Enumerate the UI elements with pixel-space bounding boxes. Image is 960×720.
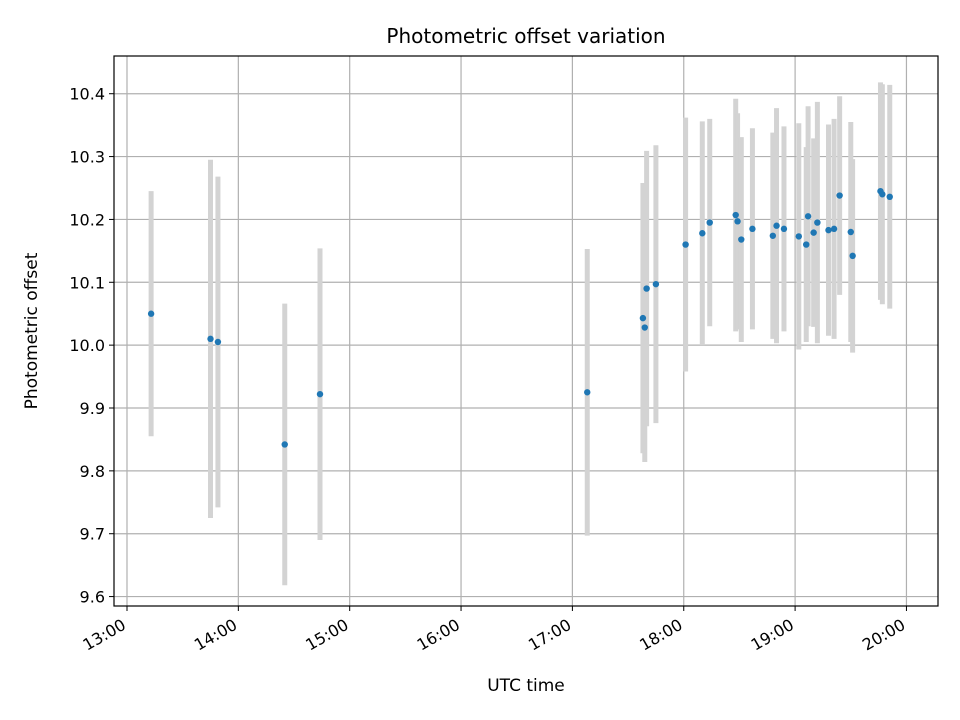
y-tick-label: 9.8 (80, 462, 105, 481)
data-point (886, 193, 893, 200)
data-point (749, 225, 756, 233)
x-tick-label: 17:00 (525, 615, 574, 655)
data-point (732, 211, 739, 219)
data-point (639, 314, 647, 322)
y-tick-label: 10.3 (69, 148, 105, 167)
x-tick-label: 19:00 (748, 615, 797, 655)
data-point (810, 229, 817, 236)
y-axis-label: Photometric offset (22, 252, 42, 409)
data-point (879, 191, 886, 198)
data-point (795, 233, 803, 240)
data-point (804, 213, 812, 220)
data-point (641, 324, 648, 331)
data-point (682, 241, 689, 248)
data-point (803, 241, 810, 248)
chart-title: Photometric offset variation (386, 24, 665, 48)
x-tick-label: 14:00 (191, 615, 240, 655)
data-point (207, 335, 214, 343)
x-tick-label: 15:00 (302, 615, 351, 655)
y-tick-label: 9.9 (80, 399, 105, 418)
x-tick-label: 16:00 (414, 615, 463, 655)
x-tick-label: 20:00 (859, 615, 908, 655)
data-points (147, 187, 893, 448)
data-point (847, 228, 854, 236)
data-point (780, 225, 788, 233)
y-tick-label: 10.0 (69, 336, 105, 355)
data-point (773, 222, 780, 229)
data-point (652, 280, 660, 288)
data-point (814, 219, 821, 226)
data-point (830, 225, 838, 233)
data-point (643, 285, 650, 292)
data-point (706, 219, 713, 226)
data-point (836, 192, 843, 199)
data-point (147, 310, 155, 317)
data-point (214, 338, 222, 346)
data-point (734, 218, 741, 225)
y-tick-label: 10.4 (69, 85, 105, 104)
y-tick-label: 9.7 (80, 525, 105, 544)
data-point (584, 389, 591, 396)
x-axis-label: UTC time (487, 676, 565, 696)
y-tick-label: 9.6 (80, 588, 105, 607)
data-point (281, 441, 288, 448)
y-axis: 9.6 9.7 9.8 9.9 10.0 10.1 10.2 10.3 10.4 (69, 85, 114, 607)
data-point (849, 252, 856, 260)
data-point (699, 230, 706, 237)
x-tick-label: 18:00 (636, 615, 685, 655)
plot-area (113, 55, 939, 607)
data-point (316, 390, 324, 398)
y-tick-label: 10.2 (69, 210, 105, 229)
data-point (825, 226, 832, 234)
data-point (769, 232, 777, 239)
x-tick-label: 13:00 (80, 615, 129, 655)
y-tick-label: 10.1 (69, 273, 105, 292)
error-bars (148, 82, 893, 586)
data-point (738, 236, 745, 243)
x-axis: 13:00 14:00 15:00 16:00 17:00 18:00 19:00 20:00 (80, 606, 908, 655)
